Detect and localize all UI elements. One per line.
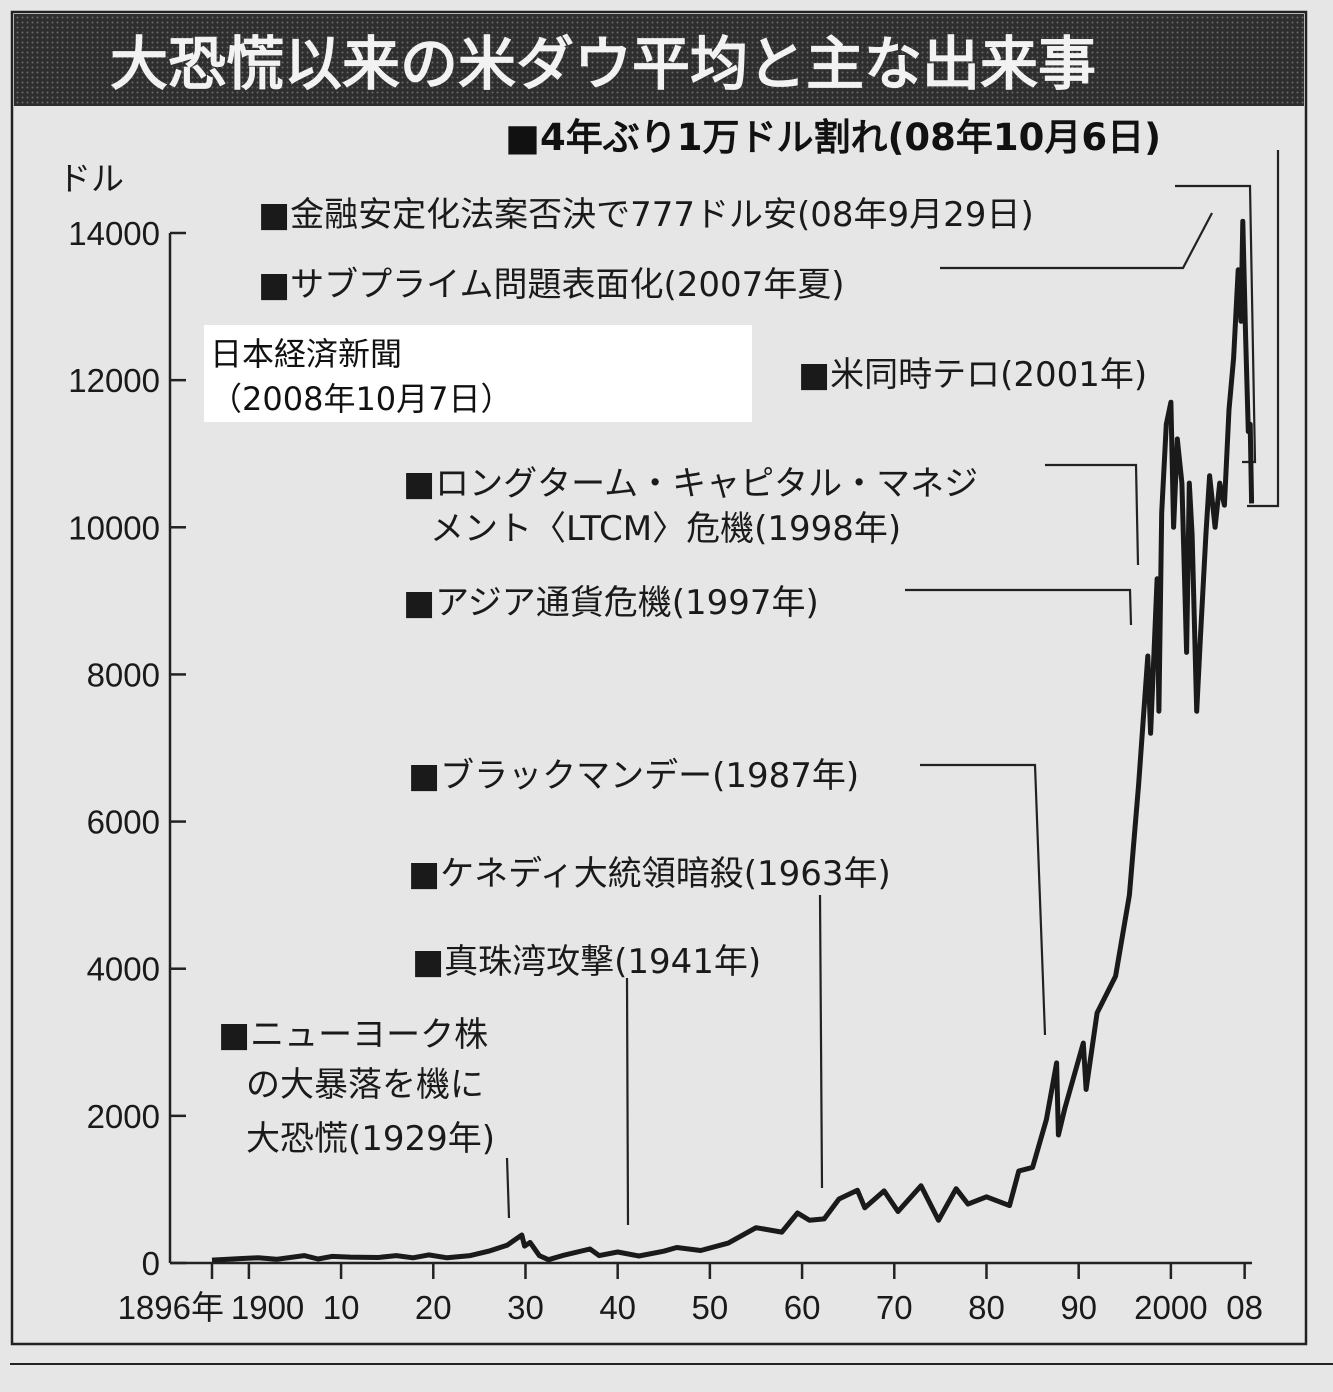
- x-tick-label: 08: [1226, 1289, 1263, 1326]
- leader-line-pearl-harbor: [625, 977, 630, 1226]
- x-tick-label: 30: [507, 1289, 544, 1326]
- title-banner: [14, 14, 1304, 106]
- y-tick-label: 4000: [87, 951, 160, 988]
- leader-line-kennedy: [818, 894, 824, 1189]
- leader-line-1929: [505, 1157, 511, 1219]
- x-tick-label: 70: [876, 1289, 913, 1326]
- x-tick-label: 1896年: [118, 1289, 224, 1326]
- y-tick-label: 6000: [87, 804, 160, 841]
- x-tick-label: 80: [968, 1289, 1005, 1326]
- dow-average-line: [211, 218, 1255, 1263]
- y-tick-label: 12000: [68, 362, 160, 399]
- x-tick-label: 10: [323, 1289, 360, 1326]
- x-tick-label: 90: [1060, 1289, 1097, 1326]
- x-tick-label: 2000: [1134, 1289, 1207, 1326]
- x-tick-label: 20: [415, 1289, 452, 1326]
- y-tick-label: 2000: [87, 1098, 160, 1135]
- source-name: 日本経済新聞: [210, 335, 402, 373]
- annotations: ■4年ぶり1万ドル割れ(08年10月6日) ■金融安定化法案否決で777ドル安(…: [218, 116, 1161, 1159]
- annotation-oct6: ■4年ぶり1万ドル割れ(08年10月6日): [505, 116, 1161, 159]
- annotation-asia: ■アジア通貨危機(1997年): [403, 583, 819, 623]
- x-tick-label: 50: [692, 1289, 729, 1326]
- leader-line-black-monday: [920, 763, 1047, 1036]
- x-tick-label: 1900: [231, 1289, 304, 1326]
- x-tick-label: 40: [599, 1289, 636, 1326]
- chart-title: 大恐慌以来の米ダウ平均と主な出来事: [110, 30, 1096, 98]
- y-axis-label: ドル: [58, 160, 124, 197]
- source-date: （2008年10月7日）: [210, 380, 513, 418]
- annotation-pearl-harbor: ■真珠湾攻撃(1941年): [412, 942, 761, 982]
- annotation-black-monday: ■ブラックマンデー(1987年): [408, 756, 859, 796]
- y-tick-label: 8000: [87, 656, 160, 693]
- annotation-1929-1: ■ニューヨーク株: [218, 1015, 488, 1055]
- leader-line-ltcm: [1045, 463, 1140, 566]
- annotation-ltcm-1: ■ロングターム・キャピタル・マネジ: [403, 464, 978, 504]
- annotation-1929-3: 大恐慌(1929年): [246, 1119, 495, 1159]
- y-tick-label: 0: [142, 1245, 160, 1282]
- leader-line-subprime: [940, 212, 1213, 270]
- chart-frame: [10, 10, 1308, 1346]
- annotation-sep29: ■金融安定化法案否決で777ドル安(08年9月29日): [258, 195, 1034, 235]
- leader-line-oct6: [1247, 150, 1280, 508]
- annotation-1929-2: の大暴落を機に: [246, 1065, 484, 1105]
- x-tick-label: 60: [784, 1289, 821, 1326]
- source-box: [204, 325, 752, 422]
- leader-line-asia: [905, 588, 1133, 626]
- annotation-terror: ■米同時テロ(2001年): [798, 355, 1147, 395]
- annotation-kennedy: ■ケネディ大統領暗殺(1963年): [408, 854, 891, 894]
- annotation-ltcm-2: メント〈LTCM〉危機(1998年): [430, 509, 901, 549]
- y-tick-label: 14000: [68, 215, 160, 252]
- annotation-subprime: ■サブプライム問題表面化(2007年夏): [258, 265, 845, 305]
- y-tick-label: 10000: [68, 509, 160, 546]
- axes: 0 2000 4000 6000 8000 10000 12000 14000 1896年 190…: [68, 215, 1263, 1326]
